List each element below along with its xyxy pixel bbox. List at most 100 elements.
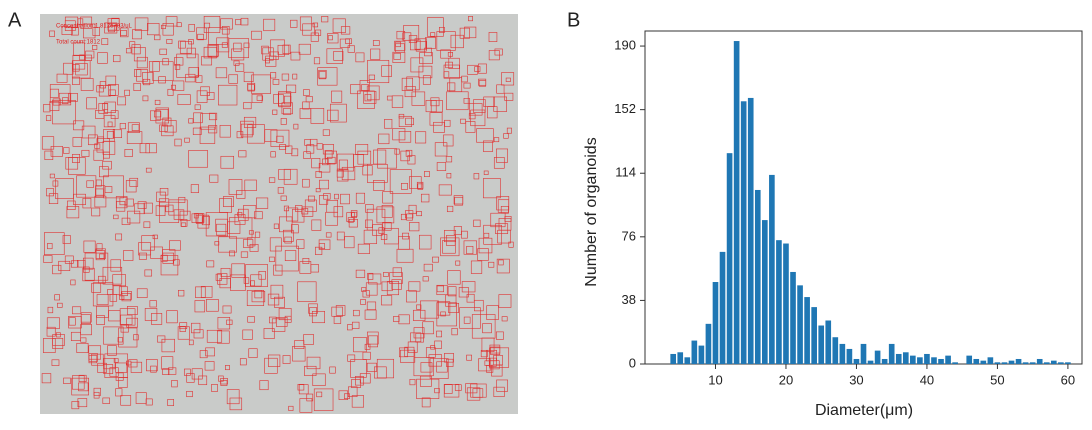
detection-box xyxy=(472,388,484,398)
detection-box xyxy=(233,42,242,52)
detection-box xyxy=(79,54,85,61)
detection-box xyxy=(58,92,72,106)
detection-box xyxy=(250,274,262,287)
detection-box xyxy=(107,345,117,356)
detection-box xyxy=(415,131,427,144)
bar xyxy=(1001,362,1008,364)
detection-box xyxy=(92,45,98,50)
detection-box xyxy=(357,243,371,254)
detection-box xyxy=(269,256,275,263)
detection-box xyxy=(144,269,153,277)
detection-box xyxy=(316,143,323,150)
detection-box xyxy=(274,296,285,308)
bar xyxy=(867,360,874,364)
detection-box xyxy=(272,109,278,115)
detection-box xyxy=(336,153,354,172)
bar xyxy=(726,153,733,364)
detection-box xyxy=(284,236,292,244)
bar xyxy=(839,343,846,364)
detection-box xyxy=(99,166,109,178)
detection-box xyxy=(124,149,133,157)
detection-box xyxy=(137,201,147,209)
detection-box xyxy=(72,153,80,163)
bar xyxy=(994,362,1001,364)
detection-box xyxy=(364,94,372,102)
detection-box xyxy=(315,246,323,255)
detection-box xyxy=(167,399,174,406)
detection-box xyxy=(423,263,433,272)
detection-box xyxy=(73,120,85,131)
detection-box xyxy=(280,195,287,201)
detection-box xyxy=(115,233,123,241)
detection-box xyxy=(434,340,442,349)
detection-box xyxy=(47,306,54,314)
detection-box xyxy=(393,316,400,322)
detection-box xyxy=(131,44,141,55)
detection-box xyxy=(335,305,346,316)
detection-box xyxy=(355,376,364,386)
bar xyxy=(733,41,740,365)
detection-box xyxy=(201,216,210,226)
detection-box xyxy=(454,196,464,206)
detection-box xyxy=(405,117,414,126)
detection-box xyxy=(448,57,460,70)
detection-box xyxy=(306,356,321,370)
detection-box xyxy=(466,354,472,361)
detection-box xyxy=(394,40,406,51)
detection-box xyxy=(72,137,83,147)
detection-box xyxy=(398,131,412,143)
detection-box xyxy=(491,364,503,377)
detection-box xyxy=(154,99,161,105)
detection-box xyxy=(309,138,318,147)
bar xyxy=(952,362,958,364)
detection-box xyxy=(166,39,173,44)
detection-box xyxy=(439,26,445,33)
detection-box xyxy=(78,382,89,392)
detection-box xyxy=(184,137,190,143)
detection-box xyxy=(226,319,233,325)
detection-box xyxy=(143,221,151,229)
detection-box xyxy=(291,148,299,157)
detection-box xyxy=(96,305,109,318)
detection-box xyxy=(447,286,457,297)
detection-box xyxy=(410,39,421,51)
detection-box xyxy=(317,67,338,86)
detection-box xyxy=(203,16,221,33)
detection-box xyxy=(430,32,436,37)
detection-box xyxy=(104,101,116,113)
detection-box xyxy=(131,124,140,131)
x-tick-label: 20 xyxy=(779,372,793,387)
detection-box xyxy=(444,384,453,394)
detection-box xyxy=(298,384,309,395)
detection-box xyxy=(336,231,345,241)
detection-box xyxy=(501,72,515,86)
detection-box xyxy=(446,235,456,246)
detection-box xyxy=(483,96,495,107)
detection-box xyxy=(368,335,378,348)
detection-box xyxy=(348,386,358,397)
detection-box xyxy=(396,248,414,263)
detection-box xyxy=(152,234,158,240)
detection-box xyxy=(378,133,390,145)
detection-box xyxy=(446,205,454,213)
detection-box xyxy=(148,61,160,72)
detection-box xyxy=(104,22,118,34)
detection-box xyxy=(297,281,317,302)
detection-box xyxy=(393,52,401,60)
detection-box xyxy=(331,306,343,317)
detection-box xyxy=(49,101,60,112)
detection-box xyxy=(162,368,170,375)
detection-box xyxy=(434,142,448,157)
bar xyxy=(846,348,853,364)
detection-box xyxy=(272,79,280,85)
detection-box xyxy=(419,52,433,64)
detection-box xyxy=(174,64,181,70)
bar xyxy=(1022,362,1029,364)
detection-box xyxy=(378,227,385,234)
detection-box xyxy=(221,42,228,48)
detection-box xyxy=(318,71,327,80)
detection-box xyxy=(103,175,124,199)
detection-box xyxy=(220,18,233,30)
detection-box xyxy=(321,16,329,23)
detection-box xyxy=(395,43,405,53)
